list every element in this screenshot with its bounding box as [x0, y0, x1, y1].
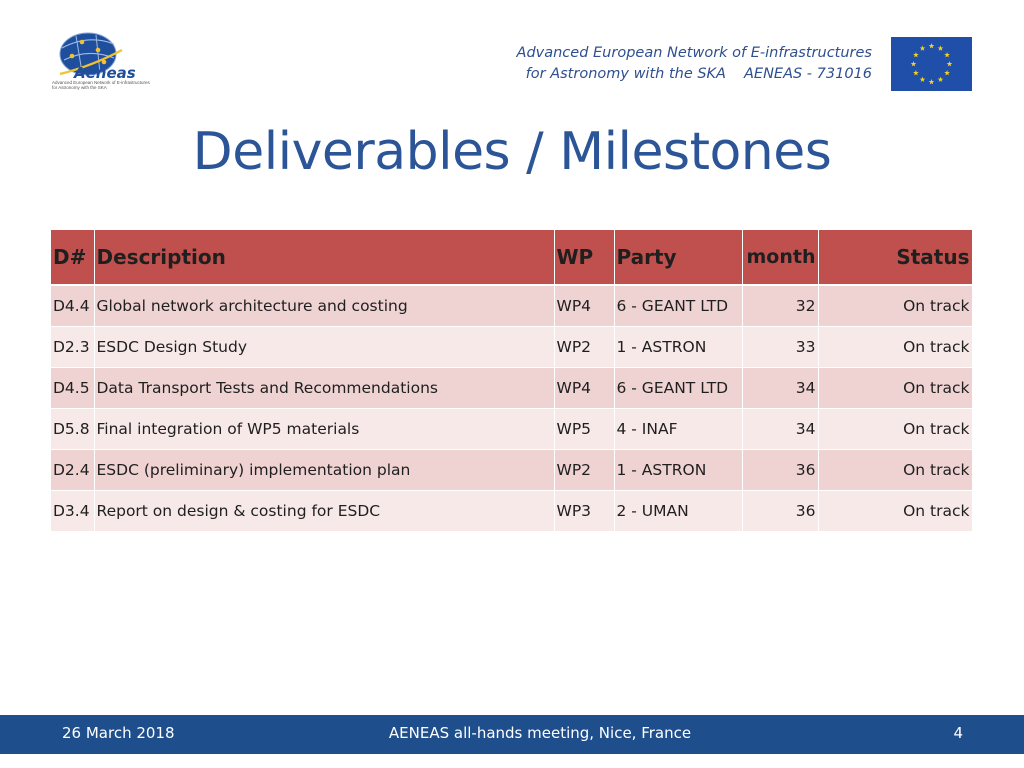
col-header-id: D# [51, 230, 95, 286]
col-header-wp: WP [554, 230, 615, 286]
star-icon [946, 61, 953, 67]
cell-description: Global network architecture and costing [94, 285, 555, 327]
star-icon [910, 61, 917, 67]
table-row: D2.4 ESDC (preliminary) implementation pl… [51, 449, 973, 491]
svg-text:Aeneas: Aeneas [73, 64, 136, 80]
cell-id: D5.8 [51, 408, 95, 450]
cell-description: ESDC Design Study [94, 326, 555, 368]
footer-event: AENEAS all-hands meeting, Nice, France [388, 724, 692, 742]
table-row: D4.4 Global network architecture and cost… [51, 285, 973, 327]
table-header-row: D# Description WP Party month Status [51, 230, 973, 286]
cell-wp: WP3 [554, 490, 615, 532]
cell-id: D2.3 [51, 326, 95, 368]
star-icon [937, 76, 944, 83]
table-row: D4.5 Data Transport Tests and Recommendat… [51, 367, 973, 409]
cell-status: On track [818, 367, 973, 409]
cell-description: Final integration of WP5 materials [94, 408, 555, 450]
cell-status: On track [818, 408, 973, 450]
cell-wp: WP5 [554, 408, 615, 450]
cell-description: Data Transport Tests and Recommendations [94, 367, 555, 409]
page-title: Deliverables / Milestones [192, 122, 832, 182]
cell-wp: WP2 [554, 449, 615, 491]
col-header-party: Party [614, 230, 743, 286]
star-icon [944, 70, 950, 76]
cell-wp: WP4 [554, 285, 615, 327]
star-icon [937, 45, 944, 51]
star-icon [913, 52, 919, 58]
star-icon [919, 76, 926, 83]
cell-description: ESDC (preliminary) implementation plan [94, 449, 555, 491]
cell-month: 32 [742, 285, 819, 327]
globe-icon: Aeneas [59, 32, 136, 82]
cell-id: D4.4 [51, 285, 95, 327]
cell-description: Report on design & costing for ESDC [94, 490, 555, 532]
footer-bar: 26 March 2018 AENEAS all-hands meeting, … [0, 715, 1024, 754]
star-icon [919, 45, 926, 51]
cell-party: 2 - UMAN [614, 490, 743, 532]
cell-status: On track [818, 490, 973, 532]
col-header-month: month [742, 230, 819, 286]
project-name-line2: for Astronomy with the SKA AENEAS - 73101… [525, 66, 872, 82]
footer-date: 26 March 2018 [62, 724, 175, 742]
grant-number: AENEAS - 731016 [743, 66, 872, 82]
cell-id: D4.5 [51, 367, 95, 409]
cell-party: 6 - GEANT LTD [614, 367, 743, 409]
cell-party: 6 - GEANT LTD [614, 285, 743, 327]
logo-tagline: Advanced European Network of E-infrastru… [52, 80, 150, 90]
cell-month: 36 [742, 490, 819, 532]
cell-wp: WP2 [554, 326, 615, 368]
star-icon [928, 43, 935, 49]
star-icon [944, 52, 950, 58]
cell-id: D3.4 [51, 490, 95, 532]
project-name-line1: Advanced European Network of E-infrastru… [516, 45, 872, 61]
star-icon [928, 79, 935, 85]
cell-party: 1 - ASTRON [614, 449, 743, 491]
cell-status: On track [818, 449, 973, 491]
cell-id: D2.4 [51, 449, 95, 491]
cell-month: 33 [742, 326, 819, 368]
col-header-description: Description [94, 230, 555, 286]
cell-month: 36 [742, 449, 819, 491]
cell-wp: WP4 [554, 367, 615, 409]
eu-flag-icon [891, 37, 972, 91]
cell-party: 1 - ASTRON [614, 326, 743, 368]
table-row: D5.8 Final integration of WP5 materials WP… [51, 408, 973, 450]
deliverables-table: D# Description WP Party month Status D4.… [51, 230, 973, 532]
page-number: 4 [953, 724, 963, 742]
table-row: D3.4 Report on design & costing for ESDC W… [51, 490, 973, 532]
star-icon [913, 70, 919, 76]
cell-status: On track [818, 326, 973, 368]
cell-status: On track [818, 285, 973, 327]
project-header: Advanced European Network of E-infrastru… [517, 43, 872, 85]
table-row: D2.3 ESDC Design Study WP2 1 - ASTRON 33 On t… [51, 326, 973, 368]
cell-month: 34 [742, 367, 819, 409]
cell-month: 34 [742, 408, 819, 450]
col-header-status: Status [818, 230, 973, 286]
cell-party: 4 - INAF [614, 408, 743, 450]
aeneas-logo: Aeneas Advanced European Network of E-in… [52, 30, 164, 92]
